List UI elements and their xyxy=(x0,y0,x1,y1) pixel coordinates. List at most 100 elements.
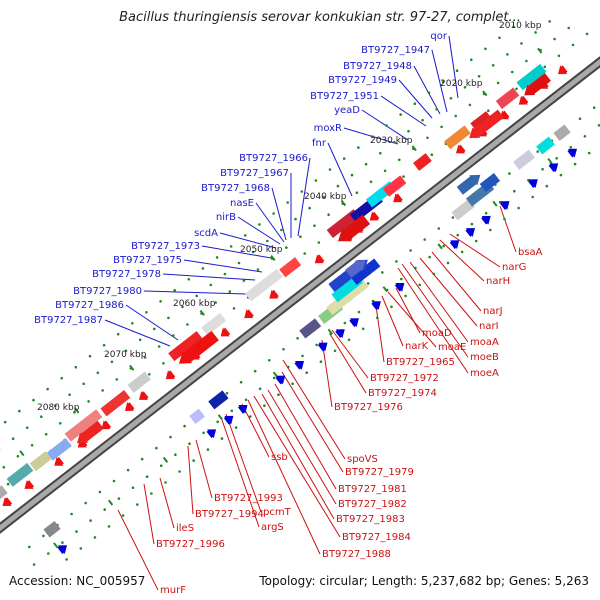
forward-gene-arrow xyxy=(499,201,510,210)
gene-label-bt9727-1973: BT9727_1973 xyxy=(131,241,200,252)
track-dot xyxy=(442,244,446,248)
forward-gene-arrow xyxy=(317,342,328,352)
gene-label-bt9727-1949: BT9727_1949 xyxy=(328,75,397,86)
gene-label-moad: moaD xyxy=(422,328,452,339)
reverse-cds-block xyxy=(127,371,151,393)
gene-label-bt9727-1996: BT9727_1996 xyxy=(156,539,225,550)
track-dot xyxy=(381,271,384,274)
forward-gene-arrow xyxy=(465,228,476,237)
track-dot xyxy=(162,362,165,365)
track-dot xyxy=(407,129,410,133)
reverse-cds-block xyxy=(470,111,493,132)
track-dot xyxy=(313,224,316,227)
track-dot xyxy=(102,343,106,347)
track-dot xyxy=(463,86,467,89)
track-dot xyxy=(164,481,167,484)
track-dot xyxy=(215,256,219,259)
gene-label-moxr: moxR xyxy=(314,123,342,134)
leader-line xyxy=(397,267,469,374)
track-dot xyxy=(435,108,439,111)
reverse-gene-labels: bsaA narG narH narJ narI moaA moeB moeA moaD moaE… xyxy=(156,247,543,596)
reverse-cds-block xyxy=(444,125,471,150)
gene-label-nirb: nirB xyxy=(216,212,236,223)
track-dot xyxy=(143,356,147,359)
track-dot xyxy=(115,378,119,381)
track-dot xyxy=(555,157,558,160)
track-dot xyxy=(446,261,450,265)
track-dot xyxy=(569,146,573,149)
track-dot xyxy=(460,250,464,254)
forward-gene-arrow xyxy=(223,415,234,425)
leader-line xyxy=(104,319,171,347)
track-dot xyxy=(510,70,514,74)
track-tick xyxy=(340,200,347,207)
track-dot xyxy=(169,435,172,439)
track-dot xyxy=(244,234,247,237)
topology-label: Topology: circular; Length: 5,237,682 bp… xyxy=(259,574,589,588)
track-dot xyxy=(592,106,596,109)
track-dot xyxy=(506,53,509,56)
track-dot xyxy=(398,158,401,162)
track-dot xyxy=(272,376,276,380)
track-dot xyxy=(47,552,50,555)
track-dot xyxy=(159,300,162,303)
track-dot xyxy=(61,541,64,544)
track-dot xyxy=(242,279,246,282)
leader-line xyxy=(380,95,427,127)
track-dot xyxy=(32,398,35,402)
track-dot xyxy=(140,457,144,461)
track-dot xyxy=(437,227,441,230)
track-dot xyxy=(232,307,236,310)
gene-label-scda: scdA xyxy=(194,228,218,239)
track-dot xyxy=(491,64,495,67)
track-tick xyxy=(107,499,114,506)
leader-line xyxy=(361,109,409,141)
track-dot xyxy=(44,433,48,436)
track-dot xyxy=(126,468,130,472)
track-dot xyxy=(239,380,243,384)
track-dot xyxy=(383,169,387,173)
reverse-cds-block xyxy=(168,331,203,362)
leader-line xyxy=(274,383,337,490)
leader-line xyxy=(431,251,482,312)
track-tick xyxy=(492,200,498,207)
track-dot xyxy=(343,321,347,325)
track-dot xyxy=(498,36,501,40)
track-dot xyxy=(327,213,330,216)
track-dot xyxy=(355,191,359,194)
track-dot xyxy=(248,415,252,418)
kbp-tick-2040-kbp: 2040 kbp xyxy=(304,192,347,202)
track-dot xyxy=(225,391,229,395)
track-dot xyxy=(525,59,528,63)
track-dot xyxy=(308,206,311,210)
track-dot xyxy=(371,135,374,138)
gene-label-bsaa: bsaA xyxy=(518,247,543,258)
kbp-tick-2020-kbp: 2020 kbp xyxy=(440,79,483,89)
track-dot xyxy=(223,272,227,276)
reverse-gene-arrow xyxy=(558,65,568,75)
track-tick xyxy=(129,364,135,371)
gene-label-spovs: spoVS xyxy=(347,454,378,465)
track-dot xyxy=(285,246,288,249)
track-dot xyxy=(6,482,10,486)
track-dot xyxy=(59,422,62,425)
track-dot xyxy=(296,337,299,340)
leader-line xyxy=(375,305,385,363)
track-dot xyxy=(186,323,189,326)
track-tick xyxy=(382,286,388,293)
track-dot xyxy=(68,393,71,397)
track-dot xyxy=(266,239,269,243)
track-dot xyxy=(70,512,73,516)
track-dot xyxy=(159,464,163,468)
leader-line xyxy=(297,157,311,237)
track-dot xyxy=(30,444,34,447)
track-dot xyxy=(145,475,149,479)
leader-line xyxy=(221,419,260,528)
track-dot xyxy=(418,283,422,287)
gene-label-bt9727-1994: BT9727_1994 xyxy=(195,509,264,520)
track-dot xyxy=(287,365,290,369)
track-dot xyxy=(277,393,280,397)
track-dot xyxy=(201,267,205,270)
reverse-gene-arrow xyxy=(518,95,529,105)
